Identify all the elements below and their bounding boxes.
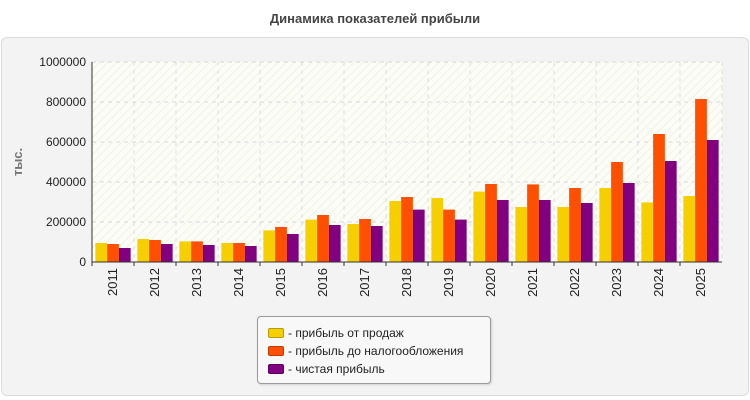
bar bbox=[95, 243, 108, 262]
bar bbox=[664, 161, 677, 262]
bar bbox=[317, 215, 329, 262]
y-tick-label: 600000 bbox=[46, 135, 86, 149]
bar bbox=[611, 162, 623, 262]
x-tick-label: 2018 bbox=[399, 268, 414, 297]
y-tick-label: 0 bbox=[79, 255, 86, 269]
bar bbox=[706, 140, 719, 262]
bar bbox=[191, 241, 203, 262]
legend-item-pretax-profit[interactable]: - прибыль до налогообложения bbox=[268, 343, 463, 359]
bar bbox=[202, 245, 215, 262]
x-tick-label: 2020 bbox=[483, 268, 498, 297]
bar bbox=[305, 219, 318, 262]
bar bbox=[454, 219, 467, 262]
bar bbox=[107, 244, 119, 262]
bar bbox=[683, 196, 696, 262]
bar bbox=[641, 202, 654, 262]
y-tick-label: 200000 bbox=[46, 215, 86, 229]
bar bbox=[401, 197, 413, 262]
legend-label-net-profit: - чистая прибыль bbox=[288, 362, 385, 376]
bar bbox=[538, 200, 551, 262]
legend-label-sales-profit: - прибыль от продаж bbox=[288, 326, 404, 340]
x-tick-label: 2024 bbox=[651, 268, 666, 297]
x-tick-label: 2016 bbox=[315, 268, 330, 297]
y-tick-label: 400000 bbox=[46, 175, 86, 189]
y-tick-label: 1000000 bbox=[39, 55, 86, 69]
bar bbox=[359, 219, 371, 262]
bar bbox=[347, 224, 360, 262]
y-axis-label: тыс. bbox=[10, 148, 25, 176]
bar bbox=[527, 184, 539, 262]
legend-label-pretax-profit: - прибыль до налогообложения bbox=[288, 344, 464, 358]
bar bbox=[149, 240, 161, 262]
x-tick-label: 2013 bbox=[189, 268, 204, 297]
bar bbox=[370, 226, 383, 262]
bar bbox=[695, 99, 707, 262]
bar bbox=[233, 243, 245, 262]
x-tick-label: 2019 bbox=[441, 268, 456, 297]
bar bbox=[496, 200, 509, 262]
bar bbox=[286, 234, 299, 262]
bar bbox=[244, 246, 257, 262]
legend-swatch-pretax-profit bbox=[268, 346, 284, 356]
x-tick-label: 2025 bbox=[693, 268, 708, 297]
bar bbox=[653, 134, 665, 262]
x-tick-label: 2023 bbox=[609, 268, 624, 297]
bar bbox=[580, 203, 593, 262]
legend-item-net-profit[interactable]: - чистая прибыль bbox=[268, 361, 385, 377]
x-tick-label: 2021 bbox=[525, 268, 540, 297]
y-tick-label: 800000 bbox=[46, 95, 86, 109]
chart-title: Динамика показателей прибыли bbox=[269, 11, 481, 26]
x-tick-label: 2022 bbox=[567, 268, 582, 297]
legend-swatch-sales-profit bbox=[268, 328, 284, 338]
bar bbox=[389, 201, 402, 262]
bar bbox=[599, 188, 612, 262]
x-tick-label: 2014 bbox=[231, 268, 246, 297]
bar bbox=[412, 209, 425, 262]
x-tick-label: 2015 bbox=[273, 268, 288, 297]
bar bbox=[622, 183, 635, 262]
bar bbox=[263, 230, 276, 262]
legend-item-sales-profit[interactable]: - прибыль от продаж bbox=[268, 325, 404, 341]
bar bbox=[431, 198, 444, 262]
x-tick-label: 2017 bbox=[357, 268, 372, 297]
bar bbox=[443, 209, 455, 262]
bar bbox=[179, 241, 192, 262]
x-tick-label: 2011 bbox=[105, 268, 120, 296]
bar bbox=[569, 188, 581, 262]
bar bbox=[160, 244, 173, 262]
bar bbox=[515, 207, 528, 262]
bar bbox=[557, 207, 570, 262]
bar bbox=[118, 248, 131, 262]
bar bbox=[275, 227, 287, 262]
legend-swatch-net-profit bbox=[268, 364, 284, 374]
x-tick-label: 2012 bbox=[147, 268, 162, 297]
bar bbox=[328, 225, 341, 262]
bar bbox=[473, 191, 486, 262]
bar bbox=[137, 239, 150, 262]
legend: - прибыль от продаж - прибыль до налогоо… bbox=[257, 316, 491, 384]
bar bbox=[221, 243, 234, 262]
bar bbox=[485, 184, 497, 262]
